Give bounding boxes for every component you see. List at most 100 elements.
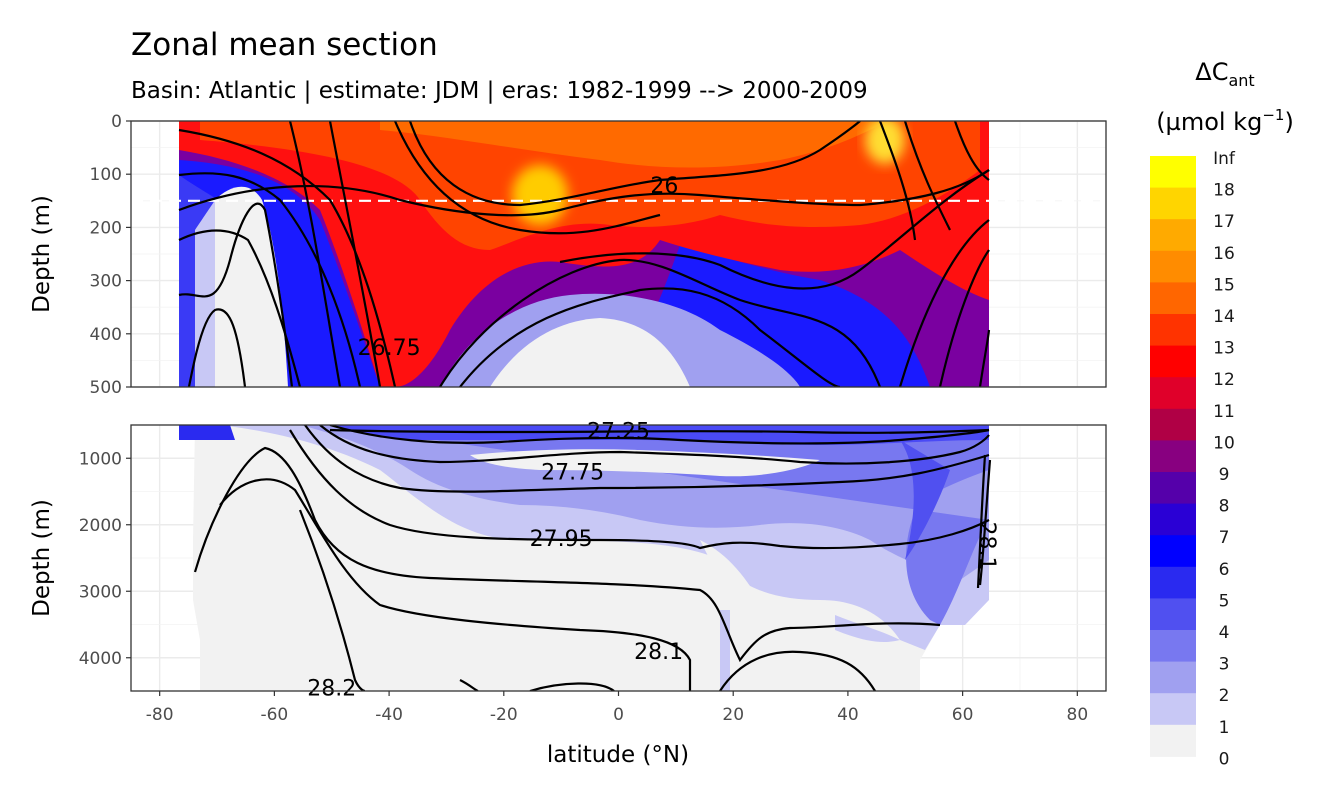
lower-contours <box>193 425 992 691</box>
x-tick-label: 40 <box>837 705 859 725</box>
legend-swatch <box>1150 693 1196 726</box>
contour-line <box>898 219 990 387</box>
legend-swatch <box>1150 630 1196 663</box>
x-tick-label: 0 <box>613 705 624 725</box>
x-tick-label: -40 <box>375 705 403 725</box>
legend-label: 13 <box>1213 339 1235 359</box>
legend-swatch <box>1150 314 1196 347</box>
y-tick-label: 200 <box>90 218 122 238</box>
upper-y-axis: 0 100 200 300 400 500 <box>90 112 131 398</box>
legend-swatch <box>1150 503 1196 536</box>
x-tick-label: 80 <box>1067 705 1089 725</box>
contour-line <box>298 509 366 691</box>
contour-line <box>978 459 992 586</box>
x-tick-label: 20 <box>722 705 744 725</box>
legend-label: 18 <box>1213 181 1235 201</box>
legend-label: 16 <box>1213 244 1235 264</box>
legend-label: 9 <box>1219 465 1230 485</box>
y-tick-label: 400 <box>90 325 122 345</box>
legend-swatch <box>1150 187 1196 220</box>
y-tick-label: 100 <box>90 165 122 185</box>
lower-field <box>179 425 989 691</box>
contour-line <box>178 128 397 387</box>
chart-subtitle: Basin: Atlantic | estimate: JDM | eras: … <box>131 78 868 104</box>
contour-line <box>304 425 990 493</box>
x-tick-label: -80 <box>146 705 174 725</box>
contour-line <box>953 121 990 181</box>
legend-title-unit: (µmol kg−1) <box>1156 106 1294 136</box>
contour-label: 28.1 <box>974 522 999 571</box>
x-tick-label: -20 <box>490 705 518 725</box>
contour-line <box>329 425 990 445</box>
contour-label: 27.75 <box>541 461 604 486</box>
contour-line <box>529 682 615 691</box>
contour-line <box>289 429 990 550</box>
legend-swatch <box>1150 250 1196 283</box>
contour-line <box>328 121 382 387</box>
upper-panel-border <box>130 120 1107 388</box>
upper-panel: 26 26.75 0 100 200 300 400 500 <box>90 112 1107 398</box>
legend-swatch <box>1150 282 1196 315</box>
upper-field <box>179 121 989 387</box>
lower-panel: 27.25 27.75 27.95 28.1 28.2 28.1 1000 2000 3000… <box>79 419 1107 702</box>
legend-label: 15 <box>1213 275 1235 295</box>
legend-swatch <box>1150 661 1196 694</box>
contour-label: 26.75 <box>358 336 421 361</box>
y-tick-label: 500 <box>90 378 122 398</box>
legend-label: 0 <box>1219 749 1230 769</box>
upper-low-center <box>490 318 690 387</box>
contour-label: 26 <box>650 174 678 199</box>
upper-contours <box>178 121 991 387</box>
contour-line <box>719 650 876 691</box>
contour-line <box>319 425 990 465</box>
legend-label: 17 <box>1213 212 1235 232</box>
contour-label: 27.95 <box>530 527 593 552</box>
contour-line <box>903 121 951 231</box>
contour-line <box>178 202 294 387</box>
legend-label: 7 <box>1219 528 1230 548</box>
legend-swatch <box>1150 408 1196 441</box>
legend-swatch <box>1150 156 1196 189</box>
legend-label: 8 <box>1219 497 1230 517</box>
legend-label: 10 <box>1213 433 1235 453</box>
lower-contour-labels: 27.25 27.75 27.95 28.1 28.2 28.1 <box>307 419 999 701</box>
lower-field-patch <box>835 615 900 642</box>
y-tick-label: 4000 <box>79 649 122 669</box>
upper-field-orange <box>380 121 880 168</box>
contour-line <box>178 169 990 217</box>
legend-label: 5 <box>1219 591 1230 611</box>
y-tick-label: 1000 <box>79 449 122 469</box>
contour-line <box>878 121 917 241</box>
contour-line <box>393 121 661 235</box>
legend-label: 14 <box>1213 307 1235 327</box>
legend-swatch <box>1150 598 1196 631</box>
y-tick-label: 300 <box>90 272 122 292</box>
y-tick-label: 2000 <box>79 516 122 536</box>
lower-field-top <box>330 425 989 445</box>
contour-line <box>288 121 342 387</box>
legend-swatch <box>1150 472 1196 505</box>
lower-field-sliver <box>720 610 730 691</box>
legend-swatch <box>1150 345 1196 378</box>
contour-line <box>408 121 861 207</box>
x-tick-label: 60 <box>952 705 974 725</box>
contour-label: 27.25 <box>587 419 650 444</box>
contour-line <box>439 258 882 387</box>
legend-label: Inf <box>1213 149 1236 169</box>
contour-label: 28.2 <box>307 677 356 702</box>
contour-line <box>938 249 990 387</box>
legend-swatch <box>1150 535 1196 568</box>
x-axis: -80 -60 -40 -20 0 20 40 60 80 <box>146 691 1088 725</box>
contour-line <box>459 287 841 387</box>
y-axis-title-upper: Depth (m) <box>29 195 55 313</box>
legend: ΔCant (µmol kg−1) Inf1817161514131211109… <box>1150 58 1294 769</box>
legend-swatch <box>1150 377 1196 410</box>
legend-label: 3 <box>1219 655 1230 675</box>
contour-line <box>178 172 362 387</box>
legend-swatch <box>1150 440 1196 473</box>
y-axis-title-lower: Depth (m) <box>29 499 55 617</box>
contour-line <box>978 329 991 387</box>
y-tick-label: 0 <box>111 112 122 132</box>
